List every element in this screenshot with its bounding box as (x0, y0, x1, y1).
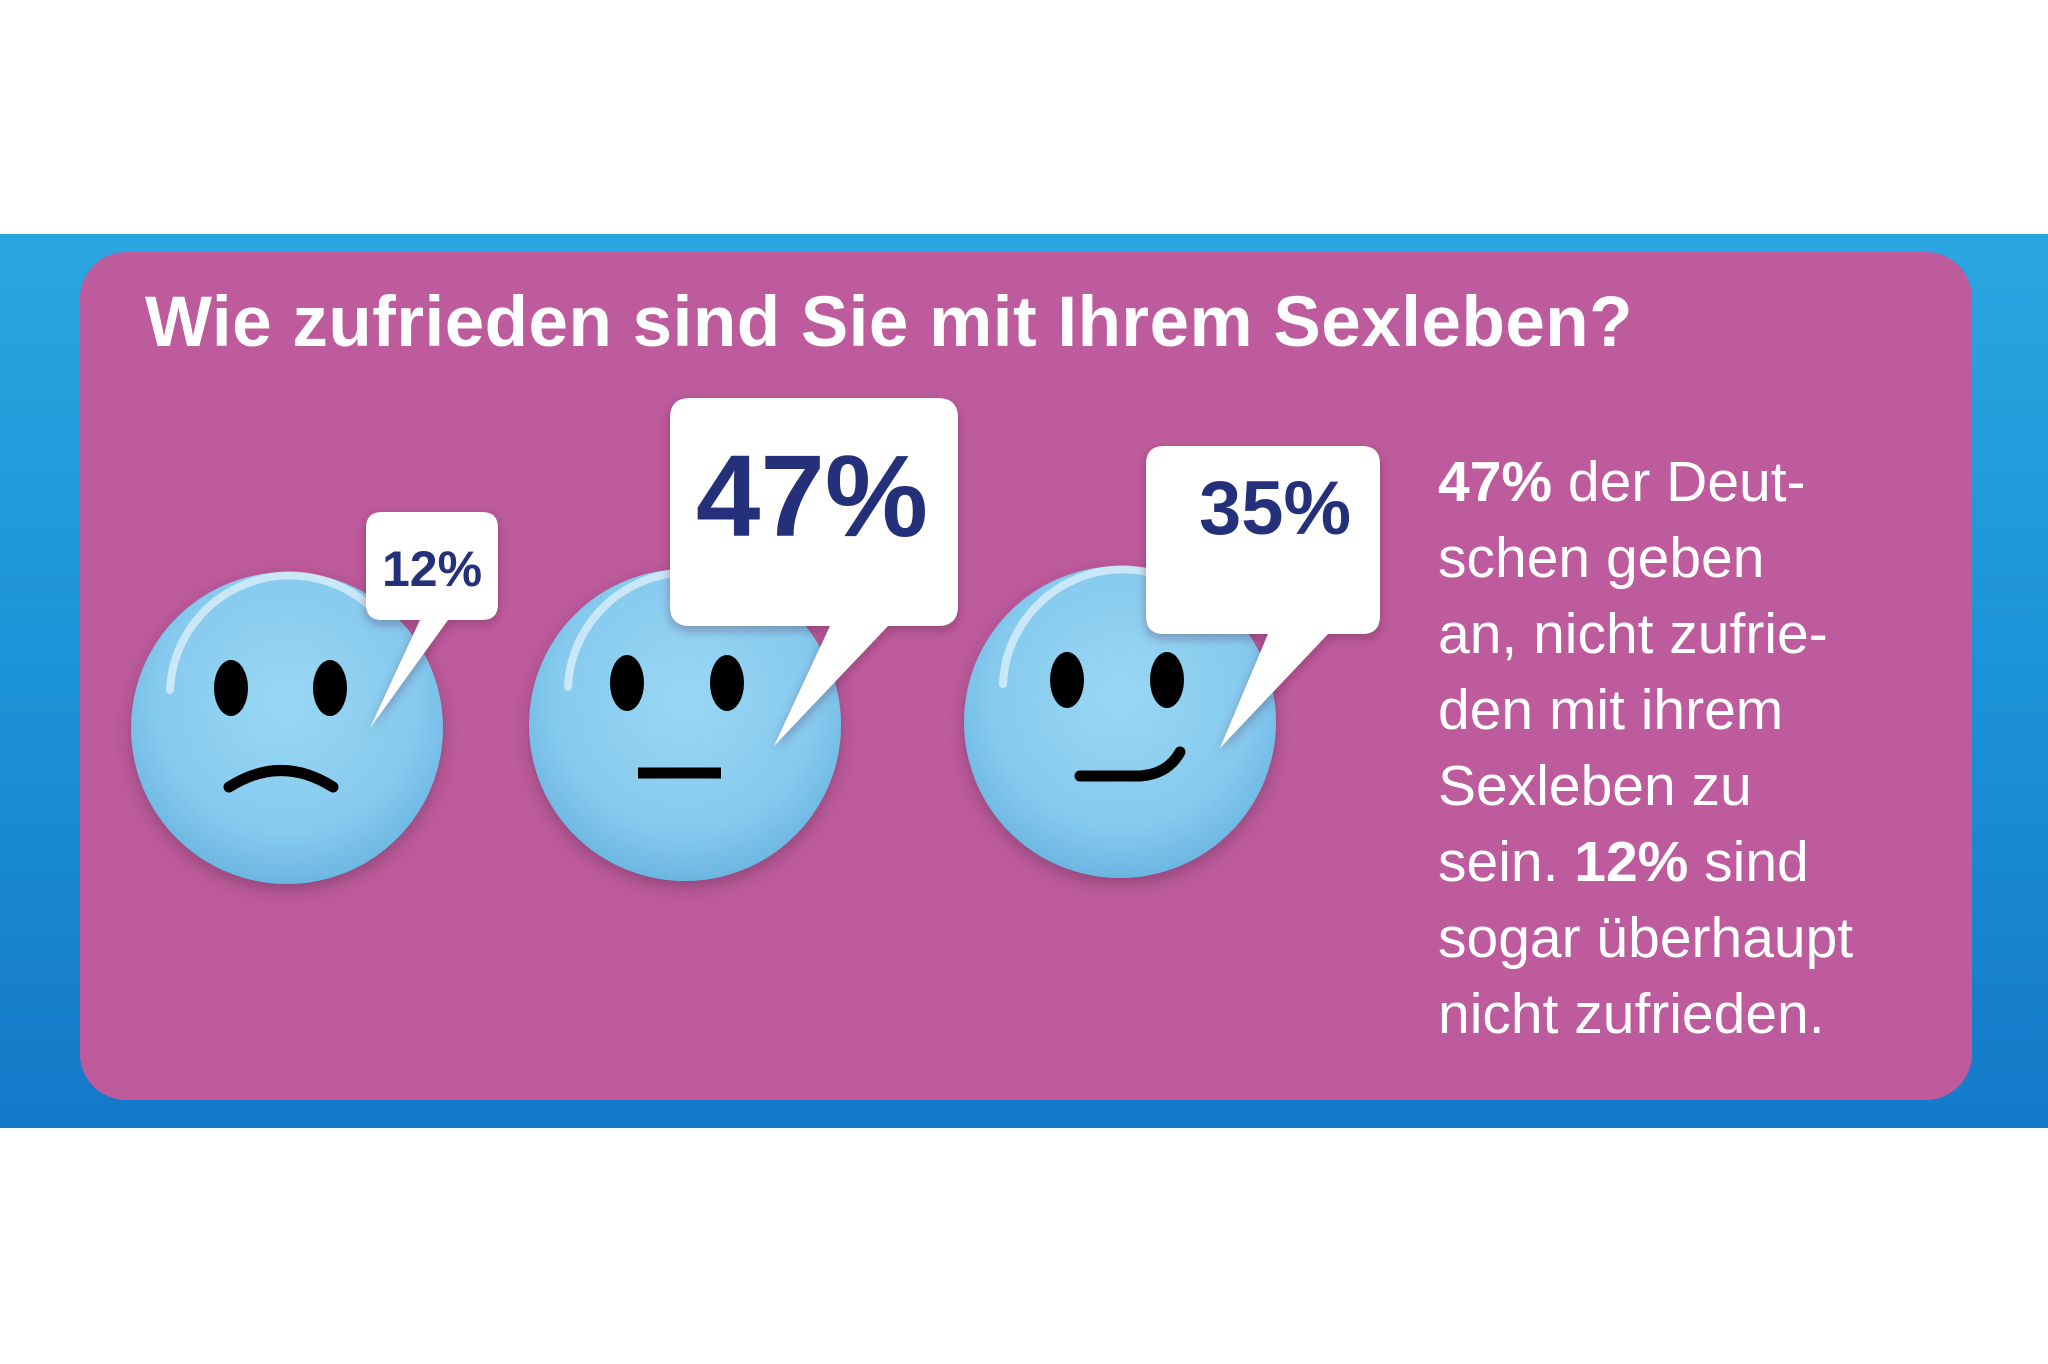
statement-text: 47% der Deut- schen geben an, nicht zufr… (1438, 450, 1854, 1046)
bar-value-label-1: 12% (382, 541, 482, 597)
speech-bubble-47 (670, 398, 958, 746)
smiling-face-icon (964, 566, 1276, 878)
speech-bubble-35 (1146, 446, 1380, 748)
sad-face-icon (131, 572, 443, 884)
neutral-face-icon (529, 569, 841, 881)
bar-value-label-3: 35% (1199, 466, 1351, 551)
chart-title: Wie zufrieden sind Sie mit Ihrem Sexlebe… (145, 283, 1634, 362)
bar-value-label-2: 47% (696, 431, 928, 561)
statement-value-12: 12% (1574, 830, 1689, 894)
speech-bubble-12 (366, 512, 498, 728)
statement-value-47: 47% (1438, 450, 1553, 514)
